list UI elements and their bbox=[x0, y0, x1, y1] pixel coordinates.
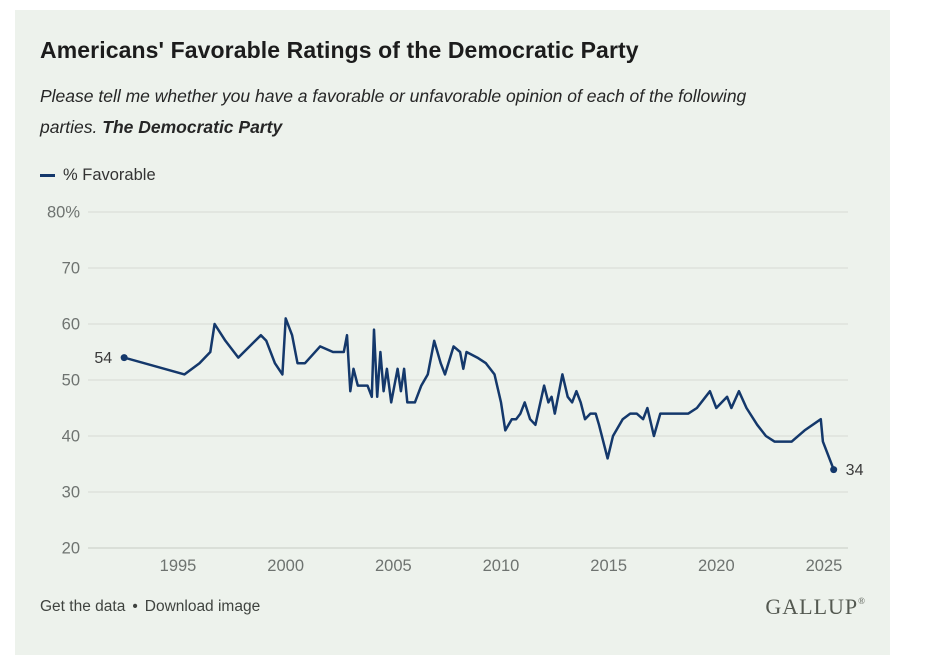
y-tick-label-80: 80% bbox=[47, 204, 80, 222]
legend: % Favorable bbox=[40, 166, 156, 185]
end-point-dot bbox=[830, 466, 838, 474]
legend-label: % Favorable bbox=[63, 166, 156, 184]
favorability-line-chart: 80% 70 60 50 40 30 20 1995 2000 2005 2010 2015 2020 2… bbox=[47, 204, 864, 576]
subtitle-line-1: Please tell me whether you have a favora… bbox=[40, 86, 747, 106]
x-tick-label-2025: 2025 bbox=[806, 557, 843, 575]
legend-line-swatch bbox=[40, 174, 55, 177]
subtitle-line-2: parties. The Democratic Party bbox=[40, 117, 283, 137]
y-tick-label-30: 30 bbox=[62, 484, 80, 502]
x-tick-label-2000: 2000 bbox=[267, 557, 304, 575]
x-tick-label-2005: 2005 bbox=[375, 557, 412, 575]
y-tick-label-60: 60 bbox=[62, 316, 80, 334]
footer-links: Get the data • Download image bbox=[40, 598, 260, 616]
end-value-label: 34 bbox=[846, 462, 864, 479]
gallup-logo: GALLUP® bbox=[765, 594, 865, 619]
x-tick-label-2015: 2015 bbox=[590, 557, 627, 575]
favorable-series-line bbox=[122, 317, 835, 471]
subtitle-emphasis: The Democratic Party bbox=[102, 117, 283, 137]
x-tick-label-2010: 2010 bbox=[483, 557, 520, 575]
x-tick-label-1995: 1995 bbox=[160, 557, 197, 575]
chart-card: Americans' Favorable Ratings of the Demo… bbox=[15, 10, 890, 655]
y-tick-label-40: 40 bbox=[62, 428, 80, 446]
footer-separator: • bbox=[132, 598, 138, 615]
y-tick-label-70: 70 bbox=[62, 260, 80, 278]
download-image-link[interactable]: Download image bbox=[144, 598, 261, 615]
start-value-label: 54 bbox=[94, 350, 112, 367]
y-tick-label-50: 50 bbox=[62, 372, 80, 390]
get-the-data-link[interactable]: Get the data bbox=[40, 598, 126, 615]
chart-subtitle: Please tell me whether you have a favora… bbox=[40, 81, 870, 143]
page-title: Americans' Favorable Ratings of the Demo… bbox=[40, 37, 639, 63]
registered-mark: ® bbox=[858, 596, 865, 606]
y-tick-label-20: 20 bbox=[62, 540, 80, 558]
x-tick-label-2020: 2020 bbox=[698, 557, 735, 575]
start-point-dot bbox=[120, 354, 128, 362]
